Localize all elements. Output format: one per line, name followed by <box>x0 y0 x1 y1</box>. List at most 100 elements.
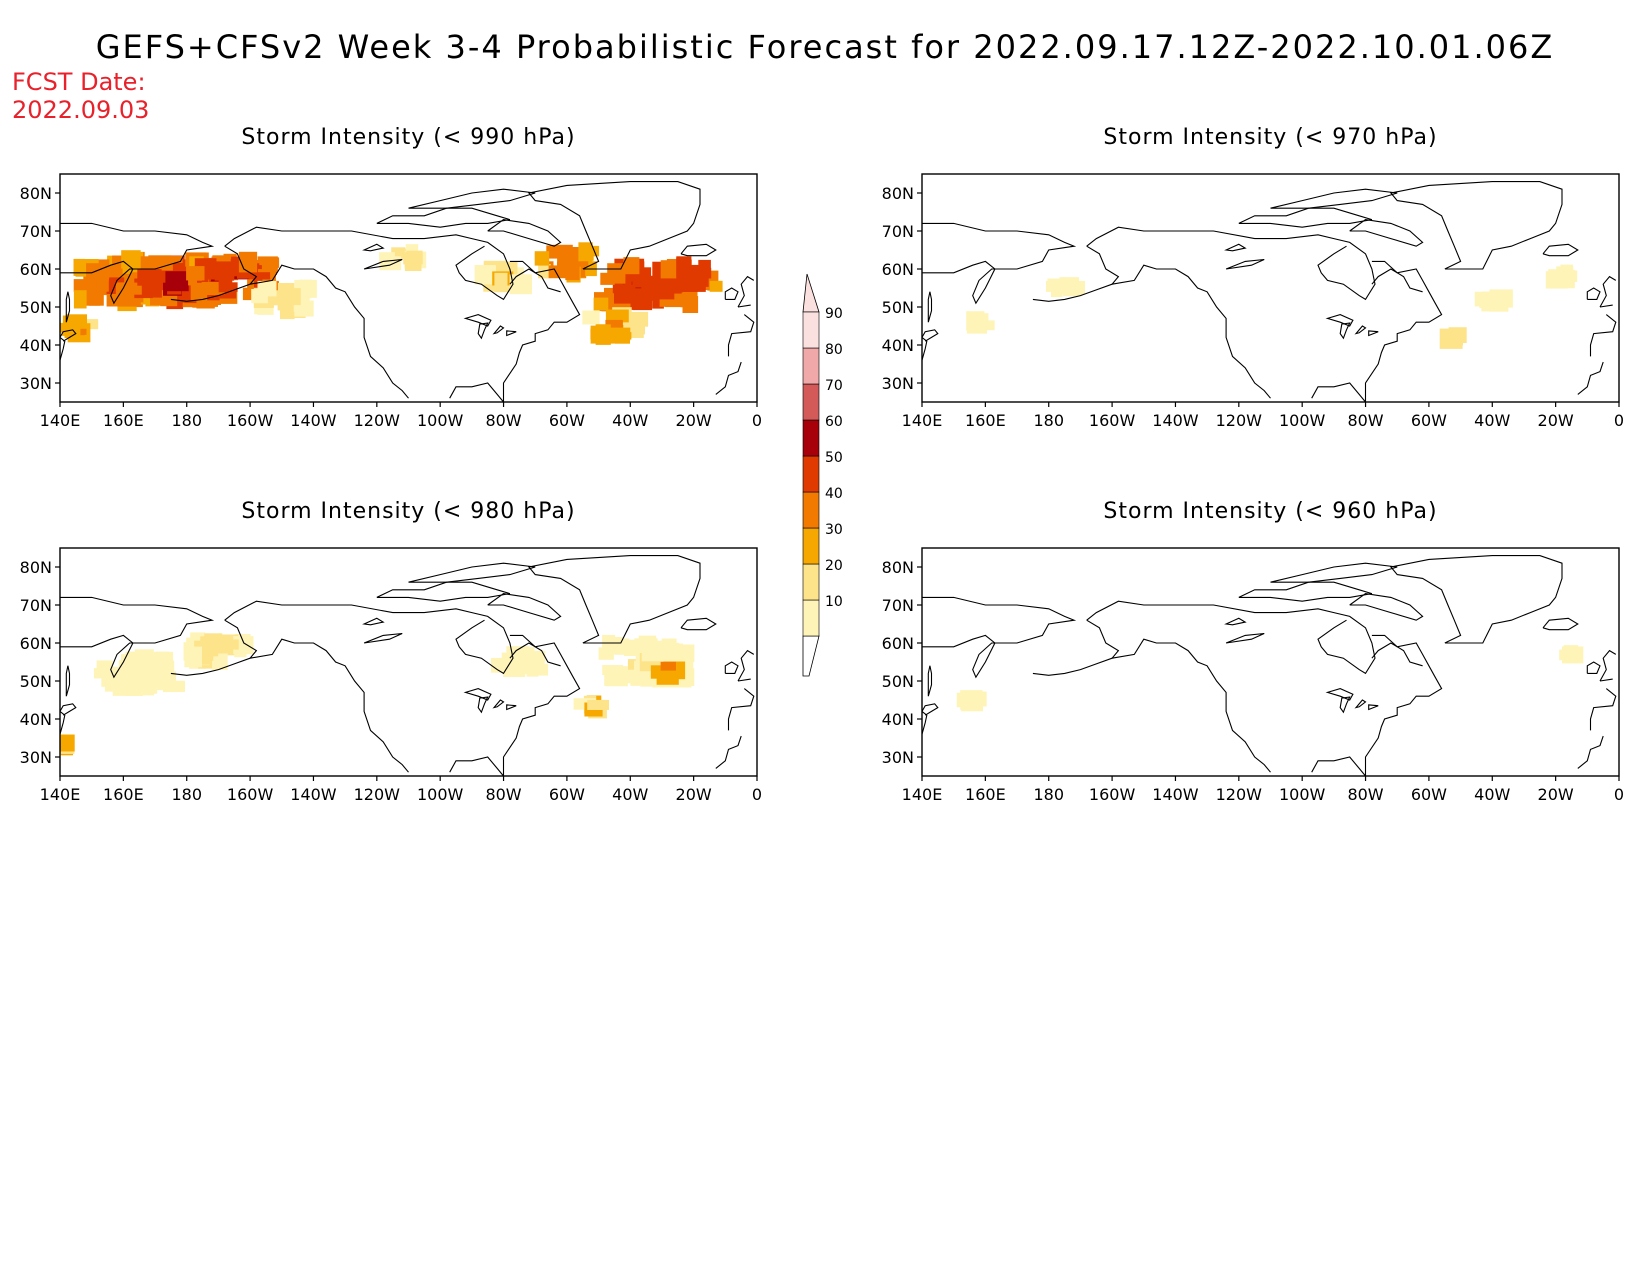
lat-tick-label: 30N <box>20 748 52 767</box>
colorbar-swatch <box>802 419 820 457</box>
probability-cell <box>587 699 609 710</box>
coastline <box>509 268 561 293</box>
coastline <box>1225 632 1265 644</box>
coastline <box>680 617 717 631</box>
probability-cell <box>156 674 175 685</box>
coastline <box>224 600 514 675</box>
probability-cell <box>691 267 712 279</box>
colorbar-swatch <box>802 527 820 565</box>
lon-tick-label: 100W <box>417 411 464 430</box>
lon-tick-label: 0 <box>752 411 762 430</box>
probability-cell <box>509 274 532 295</box>
lat-tick-label: 40N <box>882 336 914 355</box>
lon-tick-label: 0 <box>1614 411 1624 430</box>
lon-tick-label: 160E <box>103 785 144 804</box>
lon-tick-label: 40W <box>612 411 648 430</box>
probability-cell <box>212 653 228 670</box>
panel-title: Storm Intensity (< 970 hPa) <box>1103 125 1437 150</box>
panel-frame <box>59 173 758 403</box>
coastline <box>463 314 492 327</box>
coastline <box>1225 258 1265 270</box>
probability-cell <box>121 250 141 269</box>
probability-cell <box>269 295 282 306</box>
probability-cell <box>656 670 679 685</box>
coastline <box>60 703 77 735</box>
coastline <box>1238 207 1373 228</box>
lat-tick-label: 60N <box>882 260 914 279</box>
lon-tick-label: 160W <box>227 411 274 430</box>
coastline <box>1224 617 1247 626</box>
lon-tick-label: 100W <box>1279 411 1326 430</box>
probability-cell <box>251 289 268 304</box>
coastline <box>1339 696 1351 714</box>
probability-cell <box>165 271 189 292</box>
colorbar-label: 50 <box>825 450 843 466</box>
lon-tick-label: 180 <box>171 785 202 804</box>
panel-title: Storm Intensity (< 960 hPa) <box>1103 499 1437 524</box>
probability-cell <box>474 265 496 285</box>
lat-tick-label: 50N <box>882 672 914 691</box>
colorbar-swatch <box>802 599 820 637</box>
coastline <box>487 219 562 247</box>
colorbar-label: 80 <box>825 342 843 358</box>
lon-tick-label: 180 <box>1033 411 1064 430</box>
lon-tick-label: 60W <box>1411 411 1447 430</box>
panel-plot-area <box>60 555 755 776</box>
coastline <box>477 696 489 714</box>
probability-cell <box>1563 645 1578 660</box>
coastline <box>506 330 517 337</box>
coastline <box>680 243 717 257</box>
map-panel-3: Storm Intensity (< 980 hPa) 140E 160E 180 16… <box>20 499 762 804</box>
coastline <box>1368 704 1379 711</box>
lat-tick-label: 70N <box>20 222 52 241</box>
coastline <box>1577 361 1604 395</box>
probability-cell <box>201 282 219 295</box>
probability-cell <box>238 251 258 273</box>
lon-tick-label: 120W <box>1216 785 1263 804</box>
lat-tick-label: 30N <box>20 374 52 393</box>
forecast-date: 2022.09.03 <box>12 96 150 124</box>
coastline <box>60 596 215 679</box>
lat-tick-label: 70N <box>20 596 52 615</box>
probability-cell <box>632 312 645 325</box>
probability-cell <box>565 262 580 281</box>
probability-cell <box>228 259 242 270</box>
coastline <box>737 649 755 682</box>
coastline <box>463 688 492 701</box>
probability-cell <box>660 260 678 279</box>
probability-cell <box>605 666 628 687</box>
lat-tick-label: 80N <box>20 184 52 203</box>
lon-tick-label: 160E <box>965 411 1006 430</box>
map-panel-2: Storm Intensity (< 970 hPa) 140E 160E 180 16… <box>882 125 1624 430</box>
probability-cell <box>217 639 239 650</box>
lat-tick-label: 60N <box>20 260 52 279</box>
lon-tick-label: 40W <box>612 785 648 804</box>
probability-cell <box>548 265 568 279</box>
coastline <box>1389 181 1563 270</box>
probability-cell <box>90 293 102 305</box>
coastline <box>1032 283 1113 302</box>
coastline <box>1238 581 1373 602</box>
probability-cell <box>1552 269 1575 289</box>
coastline <box>1368 330 1379 337</box>
coastline <box>363 258 403 270</box>
colorbar-swatch <box>802 491 820 529</box>
lon-tick-label: 80W <box>1347 411 1383 430</box>
probability-cell <box>595 324 611 345</box>
lon-tick-label: 140W <box>1152 785 1199 804</box>
probability-cell <box>118 674 137 686</box>
lon-tick-label: 20W <box>676 411 712 430</box>
lon-tick-label: 140E <box>902 785 943 804</box>
probability-cell <box>646 275 668 290</box>
probability-cell <box>118 660 139 673</box>
coastline <box>1349 219 1424 247</box>
lat-tick-label: 50N <box>20 672 52 691</box>
lat-tick-label: 50N <box>882 298 914 317</box>
coastline <box>60 329 77 361</box>
lon-tick-label: 60W <box>549 411 585 430</box>
probability-cell <box>60 734 75 752</box>
lat-tick-label: 70N <box>882 222 914 241</box>
lon-tick-label: 140E <box>40 411 81 430</box>
coastline <box>1311 260 1443 402</box>
colorbar-swatch <box>802 563 820 601</box>
